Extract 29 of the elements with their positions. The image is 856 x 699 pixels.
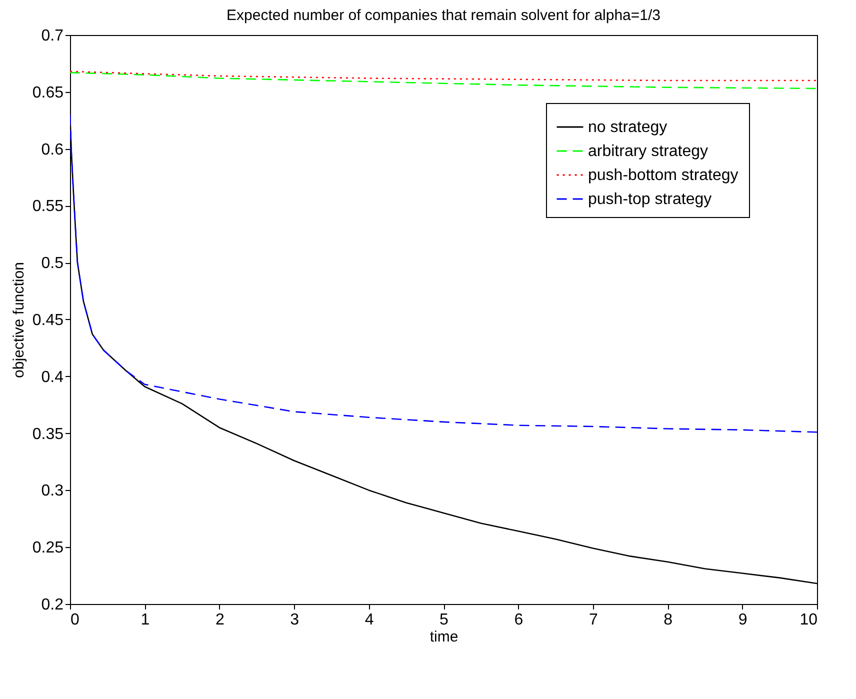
x-tick-label: 10 (800, 612, 818, 628)
x-tick-label: 7 (588, 612, 598, 628)
x-tick-label: 4 (364, 612, 374, 628)
legend-label: push-top strategy (588, 191, 712, 208)
y-tick-label: 0.6 (41, 141, 64, 158)
x-tick-label: 1 (140, 612, 150, 628)
x-tick-label: 2 (215, 612, 224, 628)
y-tick-label: 0.7 (41, 28, 64, 44)
y-tick-label: 0.2 (41, 596, 64, 614)
y-tick-label: 0.65 (32, 84, 64, 102)
x-tick-label: 8 (664, 612, 673, 628)
y-tick-label: 0.3 (41, 482, 64, 500)
x-tick-label: 5 (440, 612, 449, 628)
legend-label: push-bottom strategy (588, 167, 738, 184)
legend-label: no strategy (588, 119, 668, 136)
x-tick-label: 9 (738, 612, 748, 628)
x-tick-label: 3 (290, 612, 300, 628)
x-tick-label: 6 (514, 612, 524, 628)
y-tick-label: 0.5 (41, 255, 64, 272)
y-tick-label: 0.45 (32, 312, 64, 329)
y-axis-title: objective function (10, 262, 28, 378)
y-tick-label: 0.25 (32, 540, 64, 557)
y-tick-label: 0.55 (32, 198, 64, 216)
chart-title: Expected number of companies that remain solvent for alpha=1/3 (226, 7, 661, 24)
y-tick-label: 0.4 (41, 368, 64, 386)
legend-label: arbitrary strategy (588, 143, 708, 160)
x-axis-title: time (430, 628, 458, 646)
x-tick-label: 0 (70, 612, 80, 628)
y-tick-label: 0.35 (32, 426, 64, 443)
